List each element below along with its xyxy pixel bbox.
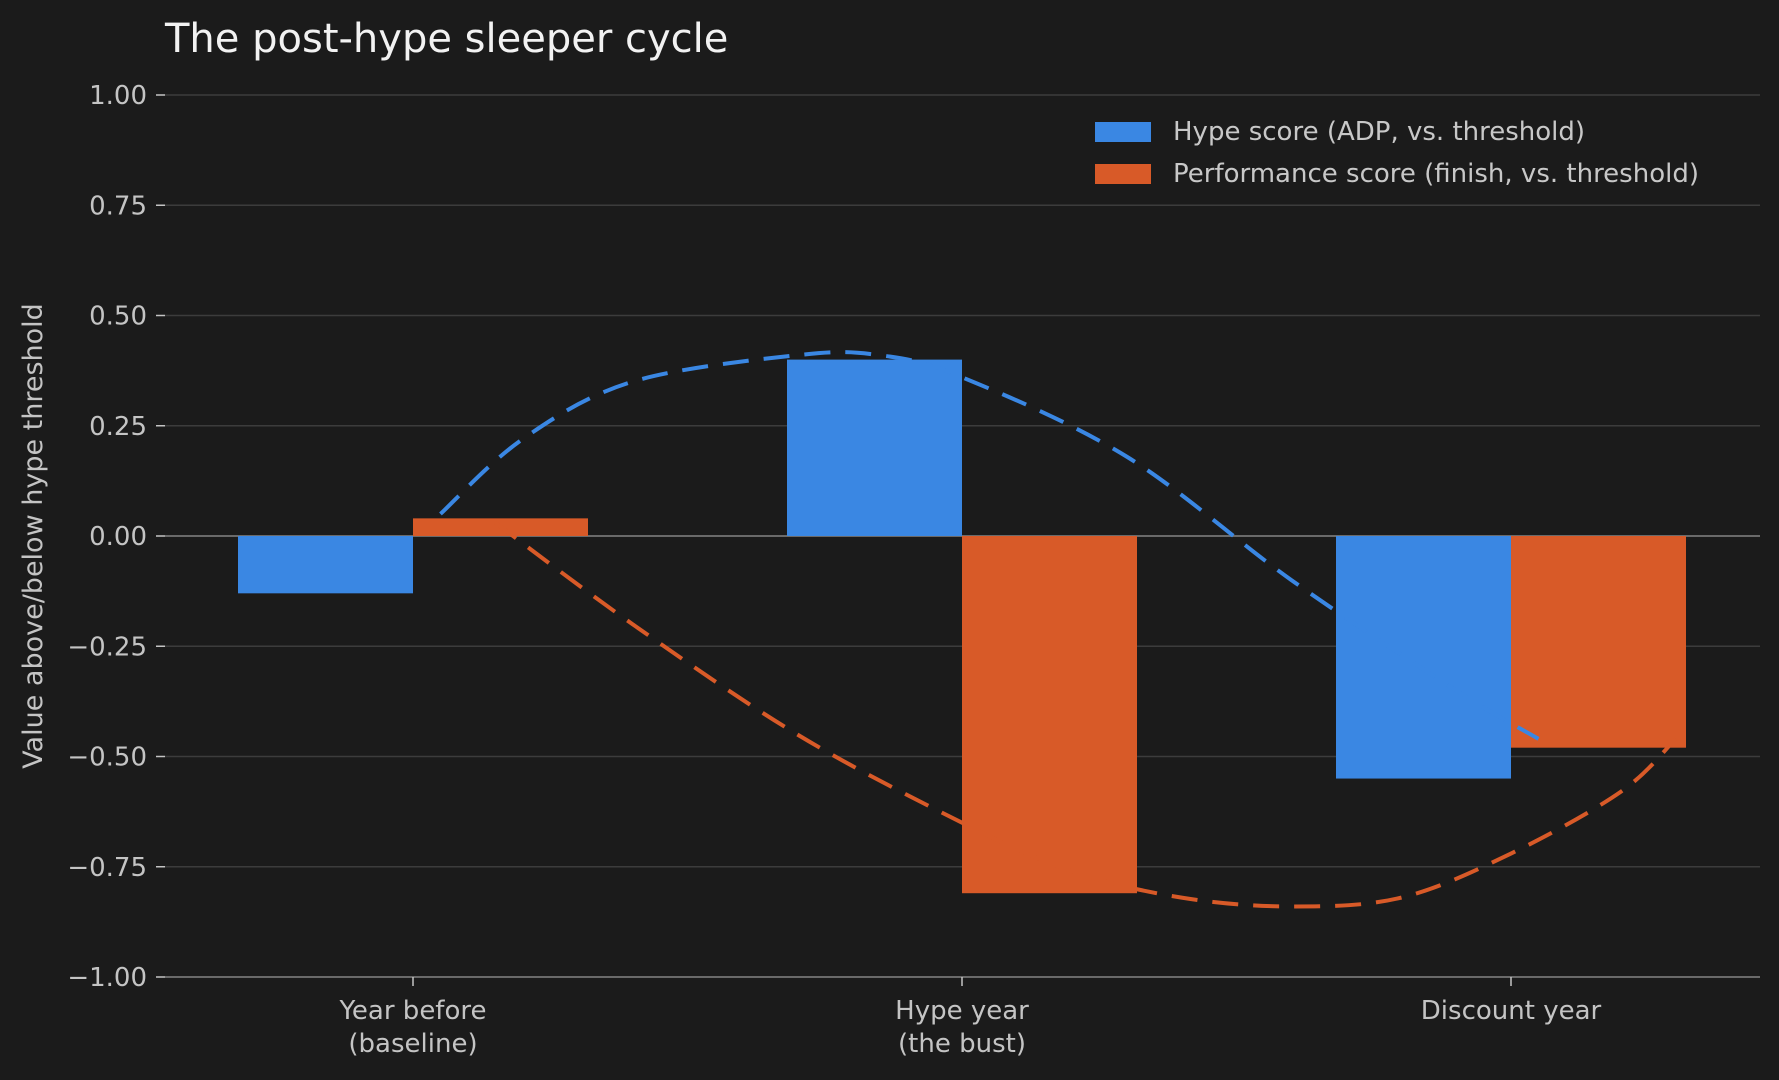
x-tick-label: Year before (baseline)	[339, 996, 487, 1059]
chart-title: The post-hype sleeper cycle	[164, 16, 728, 62]
legend-swatch	[1095, 164, 1151, 184]
performance-trend-line	[494, 521, 1678, 909]
bar-hype	[787, 359, 962, 536]
axes	[156, 94, 1512, 986]
bars	[238, 359, 1686, 894]
y-tick-label: −1.00	[67, 963, 147, 993]
legend-label: Performance score (finish, vs. threshold…	[1173, 159, 1699, 189]
x-tick-label: Discount year	[1421, 996, 1602, 1026]
y-tick-label: 0.75	[89, 191, 147, 221]
bar-hype	[1336, 536, 1511, 779]
legend-swatch	[1095, 122, 1151, 142]
y-axis-label: Value above/below hype threshold	[18, 303, 49, 769]
legend-label: Hype score (ADP, vs. threshold)	[1173, 117, 1585, 147]
y-tick-label: 1.00	[89, 81, 147, 111]
y-tick-label: 0.25	[89, 412, 147, 442]
trend-lines	[439, 350, 1678, 909]
bar-hype	[238, 536, 413, 594]
y-tick-label: −0.75	[67, 853, 147, 883]
x-tick-label: Hype year (the bust)	[895, 996, 1029, 1059]
y-tick-label: −0.50	[67, 743, 147, 773]
hype-trend-line	[439, 350, 1540, 741]
bar-performance	[1511, 536, 1686, 748]
y-tick-label: 0.00	[89, 522, 147, 552]
bar-performance	[962, 536, 1137, 894]
tick-labels: 1.00 0.75 0.50 0.25 0.00 −0.25 −0.50 −0.75 −1.00…	[67, 81, 1601, 1059]
legend: Hype score (ADP, vs. threshold) Performan…	[1095, 117, 1699, 189]
y-tick-label: −0.25	[67, 632, 147, 662]
y-tick-label: 0.50	[89, 302, 147, 332]
